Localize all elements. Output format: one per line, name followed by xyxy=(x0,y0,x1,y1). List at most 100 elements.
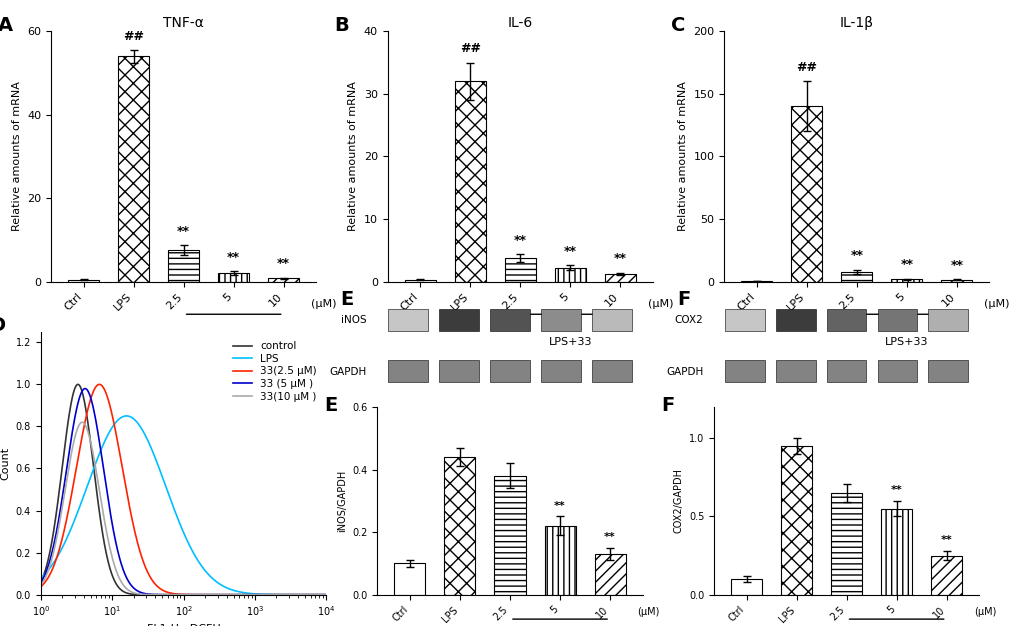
Bar xyxy=(927,359,967,381)
LPS xyxy=(320,591,332,598)
Bar xyxy=(405,280,435,282)
Text: GAPDH: GAPDH xyxy=(665,367,703,377)
33(2.5 μM) xyxy=(208,591,220,598)
Text: F: F xyxy=(677,290,690,309)
Bar xyxy=(891,279,921,282)
Bar xyxy=(725,359,764,381)
Text: **: ** xyxy=(514,233,526,247)
X-axis label: FL1-H:: DCFH: FL1-H:: DCFH xyxy=(147,623,220,626)
33(2.5 μM) xyxy=(252,591,264,598)
Text: E: E xyxy=(340,290,354,309)
Y-axis label: Relative amounts of mRNA: Relative amounts of mRNA xyxy=(347,81,358,232)
33(10 μM ) xyxy=(217,591,229,598)
LPS xyxy=(52,552,64,559)
Bar xyxy=(218,274,249,282)
Bar xyxy=(941,280,971,282)
Text: (μM): (μM) xyxy=(637,607,659,617)
33(10 μM ) xyxy=(201,591,213,598)
Bar xyxy=(841,272,871,282)
Bar xyxy=(830,493,861,595)
33(2.5 μM) xyxy=(320,591,332,598)
Text: **: ** xyxy=(900,258,912,271)
LPS xyxy=(35,575,47,582)
Bar xyxy=(168,250,199,282)
Y-axis label: Relative amounts of mRNA: Relative amounts of mRNA xyxy=(11,81,21,232)
Text: **: ** xyxy=(227,251,239,264)
Text: iNOS: iNOS xyxy=(340,315,367,325)
33(2.5 μM) xyxy=(280,591,292,598)
Text: (μM): (μM) xyxy=(983,299,1009,309)
Bar xyxy=(540,359,580,381)
control xyxy=(52,495,64,502)
Bar xyxy=(876,359,916,381)
LPS xyxy=(208,577,220,584)
33(10 μM ) xyxy=(280,591,292,598)
Bar xyxy=(791,106,821,282)
Line: 33 (5 μM ): 33 (5 μM ) xyxy=(41,389,326,595)
Line: control: control xyxy=(41,384,326,595)
Title: IL-6: IL-6 xyxy=(507,16,532,30)
Bar xyxy=(118,56,149,282)
Text: (μM): (μM) xyxy=(311,299,336,309)
Text: B: B xyxy=(334,16,348,35)
Text: (μM): (μM) xyxy=(647,299,673,309)
Title: TNF-α: TNF-α xyxy=(163,16,204,30)
Bar xyxy=(731,579,761,595)
LPS xyxy=(280,591,292,598)
LPS xyxy=(120,412,132,419)
Bar xyxy=(540,309,580,331)
Bar xyxy=(388,309,428,331)
Text: **: ** xyxy=(603,532,615,542)
Bar xyxy=(927,309,967,331)
Line: LPS: LPS xyxy=(41,416,326,595)
control xyxy=(217,591,229,598)
Text: **: ** xyxy=(950,259,962,272)
33 (5 μM ) xyxy=(78,385,91,393)
Y-axis label: Relative amounts of mRNA: Relative amounts of mRNA xyxy=(678,81,687,232)
control xyxy=(71,381,84,388)
Y-axis label: COX2/GAPDH: COX2/GAPDH xyxy=(673,468,683,533)
Bar xyxy=(930,556,961,595)
33(10 μM ) xyxy=(52,526,64,533)
Bar xyxy=(394,563,425,595)
Bar xyxy=(504,258,535,282)
33 (5 μM ) xyxy=(201,591,213,598)
Bar xyxy=(604,274,635,282)
Bar xyxy=(494,476,525,595)
Bar xyxy=(775,359,815,381)
Text: LPS+33: LPS+33 xyxy=(548,337,591,347)
Text: COX2: COX2 xyxy=(674,315,703,325)
Bar xyxy=(544,526,575,595)
LPS xyxy=(217,582,229,590)
Text: D: D xyxy=(0,316,5,335)
Text: **: ** xyxy=(553,501,566,511)
33 (5 μM ) xyxy=(217,591,229,598)
Text: **: ** xyxy=(613,252,626,265)
Bar xyxy=(876,309,916,331)
Bar xyxy=(554,268,585,282)
Text: LPS+33: LPS+33 xyxy=(884,337,927,347)
Text: F: F xyxy=(660,396,674,414)
control xyxy=(201,591,213,598)
Text: **: ** xyxy=(277,257,289,270)
LPS xyxy=(252,590,264,598)
control xyxy=(280,591,292,598)
33(10 μM ) xyxy=(35,582,47,589)
33(2.5 μM) xyxy=(52,549,64,557)
Bar xyxy=(880,508,911,595)
Text: **: ** xyxy=(940,535,952,545)
Y-axis label: Count: Count xyxy=(0,447,10,480)
Bar xyxy=(775,309,815,331)
Bar xyxy=(725,309,764,331)
33 (5 μM ) xyxy=(52,518,64,525)
33(2.5 μM) xyxy=(201,591,213,598)
33 (5 μM ) xyxy=(35,579,47,587)
control xyxy=(35,578,47,585)
Bar xyxy=(439,359,479,381)
33(10 μM ) xyxy=(208,591,220,598)
control xyxy=(320,591,332,598)
Text: C: C xyxy=(671,16,685,35)
Line: 33(10 μM ): 33(10 μM ) xyxy=(41,422,326,595)
Text: LPS+33: LPS+33 xyxy=(212,337,255,347)
Bar xyxy=(268,279,299,282)
